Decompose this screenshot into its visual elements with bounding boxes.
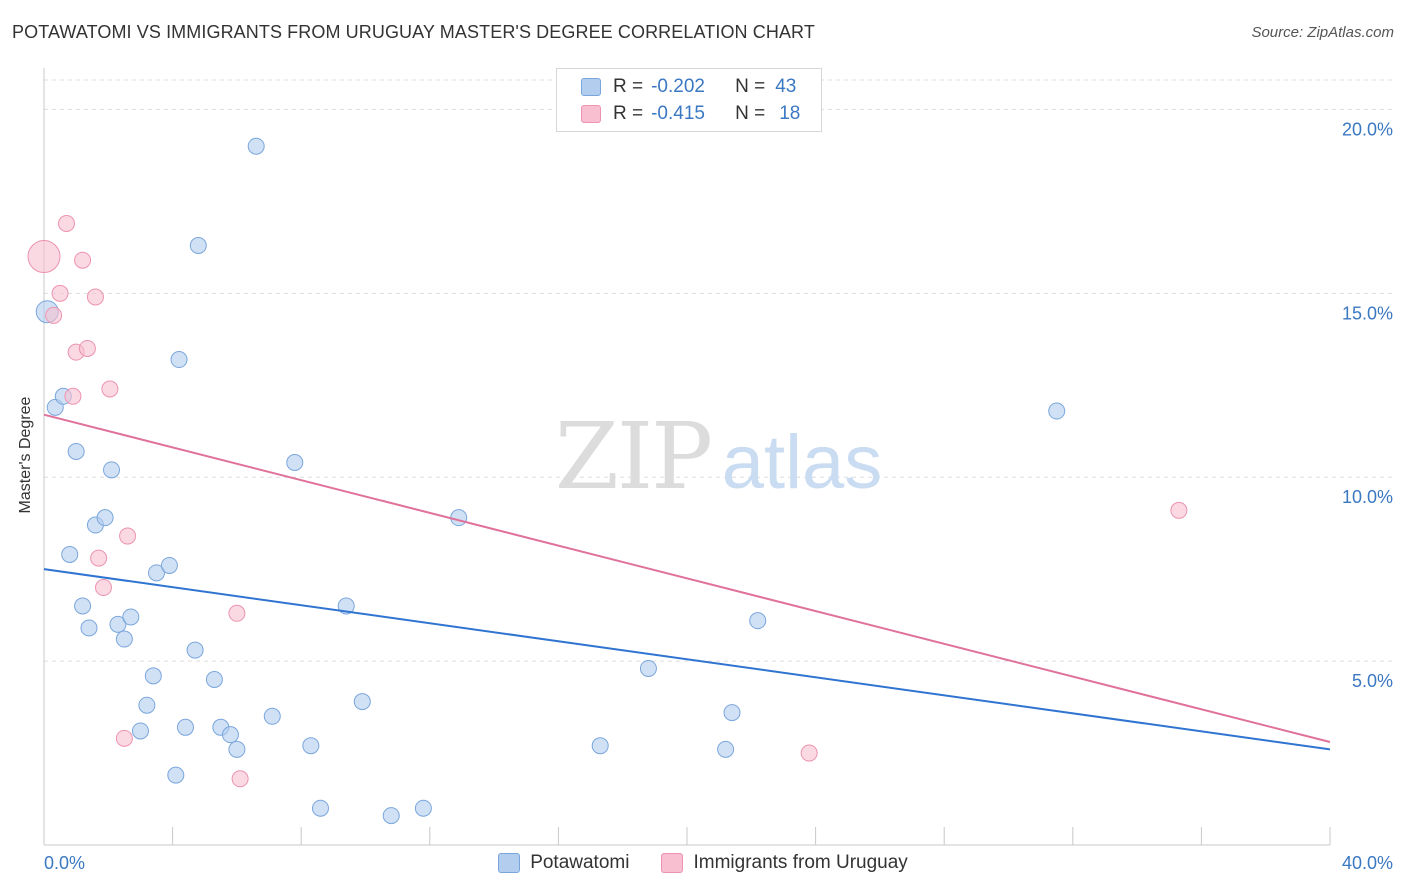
uruguay-point [231,770,249,788]
potawatomi-point [61,545,79,563]
y-tick-label: 20.0% [1342,119,1393,139]
potawatomi-point [131,722,149,740]
uruguay-point [86,288,104,306]
legend-n-label: N = [735,76,766,97]
legend-row-uruguay: R = -0.415 N = 18 [581,102,800,126]
series-legend: Potawatomi Immigrants from Uruguay [0,852,1406,874]
potawatomi-point [337,597,355,615]
potawatomi-point [160,556,178,574]
chart-title: POTAWATOMI VS IMMIGRANTS FROM URUGUAY MA… [12,22,815,42]
potawatomi-point [96,509,114,527]
potawatomi-point [103,461,121,479]
uruguay-point [119,527,137,545]
legend-label-uruguay: Immigrants from Uruguay [693,852,908,873]
trendline-uruguay [43,413,1331,743]
potawatomi-point [221,726,239,744]
legend-item-potawatomi[interactable]: Potawatomi [498,852,629,874]
potawatomi-point [639,659,657,677]
uruguay-point [78,339,96,357]
uruguay-point [94,579,112,597]
uruguay-point [45,306,63,324]
potawatomi-point [115,630,133,648]
potawatomi-point [189,237,207,255]
legend-n-label: N = [735,103,766,124]
trendline-potawatomi [43,568,1331,751]
potawatomi-point [144,667,162,685]
x-tick-label: 40.0% [1342,853,1393,873]
potawatomi-point [67,442,85,460]
uruguay-point [101,380,119,398]
potawatomi-point [353,693,371,711]
potawatomi-point [311,799,329,817]
uruguay-point [1170,501,1188,519]
potawatomi-point [263,707,281,725]
potawatomi-point [717,740,735,758]
y-tick-label: 5.0% [1352,671,1393,691]
legend-r-label: R = [613,76,644,97]
legend-item-uruguay[interactable]: Immigrants from Uruguay [661,852,908,874]
potawatomi-point [414,799,432,817]
potawatomi-point [247,137,265,155]
x-tick-label: 0.0% [44,853,85,873]
potawatomi-point [186,641,204,659]
potawatomi-point [591,737,609,755]
potawatomi-point [74,597,92,615]
potawatomi-point [138,696,156,714]
potawatomi-point [382,807,400,825]
potawatomi-point [109,615,127,633]
source-label: Source: ZipAtlas.com [1251,24,1394,41]
legend-row-potawatomi: R = -0.202 N = 43 [581,75,796,99]
potawatomi-point [167,766,185,784]
uruguay-point [74,251,92,269]
legend-swatch-uruguay [581,105,601,123]
uruguay-point [115,729,133,747]
legend-swatch-potawatomi [498,853,521,873]
potawatomi-point [80,619,98,637]
legend-swatch-uruguay [661,853,684,873]
potawatomi-point [122,608,140,626]
potawatomi-point [723,704,741,722]
legend-n-value: 18 [779,103,801,124]
legend-r-value: -0.415 [651,103,705,124]
potawatomi-point [170,351,188,369]
potawatomi-point [1048,402,1066,420]
legend-swatch-potawatomi [581,78,601,96]
stats-legend: R = -0.202 N = 43 R = -0.415 N = 18 [556,68,822,132]
uruguay-point [90,549,108,567]
uruguay-point [51,284,69,302]
uruguay-point [58,214,76,232]
potawatomi-point [749,612,767,630]
potawatomi-point [450,509,468,527]
legend-r-value: -0.202 [651,76,705,97]
potawatomi-point [228,740,246,758]
series-uruguay [27,214,1188,788]
legend-label-potawatomi: Potawatomi [530,852,630,873]
watermark-zip: ZIP [555,403,711,510]
potawatomi-point [302,737,320,755]
uruguay-point [228,604,246,622]
series-potawatomi [35,137,1066,825]
legend-r-label: R = [613,103,644,124]
legend-n-value: 43 [775,76,797,97]
potawatomi-point [176,718,194,736]
uruguay-point [64,387,82,405]
watermark-atlas: atlas [722,420,883,505]
y-tick-label: 10.0% [1342,487,1393,507]
y-tick-label: 15.0% [1342,303,1393,323]
potawatomi-point [148,564,166,582]
potawatomi-point [205,670,223,688]
potawatomi-point [286,454,304,471]
uruguay-point [27,240,61,274]
uruguay-point [800,744,818,762]
